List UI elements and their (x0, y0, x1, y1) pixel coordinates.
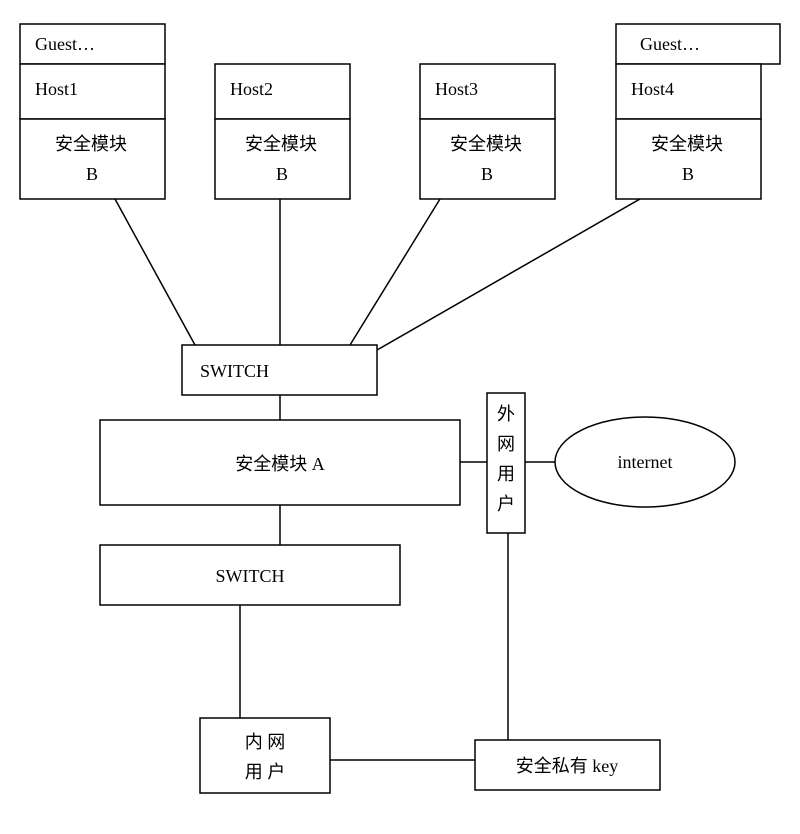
secB3-label2: B (481, 164, 493, 184)
secB3-box (420, 119, 555, 199)
secB1-box (20, 119, 165, 199)
secB2-box (215, 119, 350, 199)
edge-secB4-switch1 (377, 199, 640, 350)
host2-label: Host2 (230, 79, 273, 99)
edge-secB3-switch1 (350, 199, 440, 345)
host4-label: Host4 (631, 79, 674, 99)
secA-label: 安全模块 A (235, 454, 325, 474)
guest4-label: Guest… (640, 34, 700, 54)
secB1-label2: B (86, 164, 98, 184)
extUser-char2: 网 (497, 434, 515, 454)
switch1-label: SWITCH (200, 361, 269, 381)
host1-label: Host1 (35, 79, 78, 99)
secB2-label2: B (276, 164, 288, 184)
secB4-label2: B (682, 164, 694, 184)
host3-label: Host3 (435, 79, 478, 99)
extUser-char1: 外 (497, 404, 515, 424)
intUser-label1: 内 网 (245, 732, 286, 752)
guest1-label: Guest… (35, 34, 95, 54)
secB4-label1: 安全模块 (651, 134, 723, 154)
edge-secB1-switch1 (115, 199, 195, 345)
secB2-label1: 安全模块 (245, 134, 317, 154)
internet-label: internet (618, 452, 673, 472)
secB1-label1: 安全模块 (55, 134, 127, 154)
extUser-char4: 户 (497, 494, 515, 514)
secB3-label1: 安全模块 (450, 134, 522, 154)
diagram-canvas: Guest… Host1 安全模块 B Host2 安全模块 B Host3 安… (0, 0, 800, 834)
key-label: 安全私有 key (516, 756, 619, 776)
secB4-box (616, 119, 761, 199)
extUser-char3: 用 (497, 464, 515, 484)
intUser-label2: 用 户 (245, 762, 286, 782)
switch2-label: SWITCH (216, 566, 285, 586)
